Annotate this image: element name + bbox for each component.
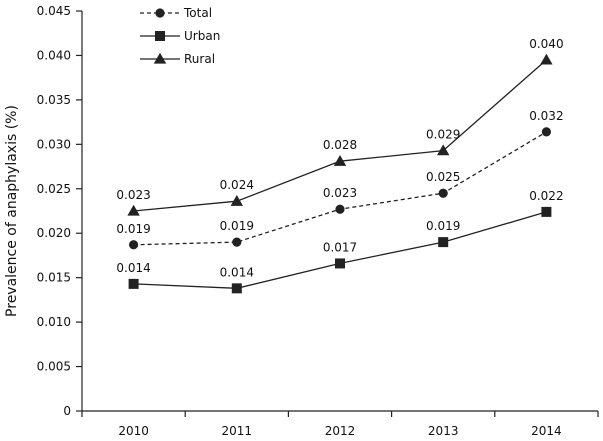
legend: Total Urban Rural: [140, 6, 220, 66]
y-tick-label: 0: [63, 404, 71, 418]
data-label-urban: 0.014: [116, 261, 150, 275]
data-label-total: 0.032: [529, 109, 563, 123]
marker-circle: [129, 240, 139, 250]
y-tick-label: 0.040: [37, 48, 71, 62]
data-label-urban: 0.014: [220, 265, 254, 279]
marker-triangle: [230, 195, 243, 206]
legend-item-rural: Rural: [140, 52, 215, 66]
marker-circle: [541, 127, 552, 137]
marker-triangle: [153, 52, 167, 64]
data-label-rural: 0.029: [426, 128, 460, 142]
marker-square: [541, 206, 552, 217]
data-labels: 0.019 0.019 0.023 0.025 0.032 0.014 0.014 0.017…: [116, 37, 563, 279]
marker-square: [335, 258, 345, 269]
x-tick-label: 2013: [428, 424, 459, 438]
marker-square: [128, 278, 139, 289]
legend-label-rural: Rural: [184, 52, 215, 66]
legend-item-urban: Urban: [140, 29, 220, 43]
y-axis-title: Prevalence of anaphylaxis (%): [4, 105, 20, 317]
data-label-rural: 0.028: [323, 138, 357, 152]
marker-circle: [438, 188, 448, 198]
data-label-total: 0.019: [116, 222, 150, 236]
series-layer: [127, 53, 553, 294]
x-tick-label: 2014: [531, 424, 562, 438]
data-label-urban: 0.017: [323, 240, 357, 254]
x-tick-label: 2010: [118, 424, 149, 438]
marker-triangle: [540, 53, 553, 65]
marker-circle: [335, 204, 345, 214]
marker-triangle: [437, 144, 450, 156]
marker-triangle: [127, 204, 140, 216]
data-label-urban: 0.022: [529, 189, 563, 203]
y-tick-label: 0.045: [37, 4, 71, 18]
data-label-urban: 0.019: [426, 219, 460, 233]
data-label-rural: 0.040: [529, 37, 563, 51]
x-tick-label: 2012: [325, 424, 356, 438]
series-urban: [128, 206, 552, 294]
marker-square: [438, 237, 449, 248]
data-label-rural: 0.023: [116, 188, 150, 202]
x-tick-label: 2011: [222, 424, 253, 438]
legend-item-total: Total: [140, 6, 212, 20]
data-label-total: 0.025: [426, 170, 460, 184]
series-rural: [127, 53, 553, 216]
y-tick-label: 0.005: [37, 360, 71, 374]
series-total: [129, 127, 552, 250]
marker-square: [231, 283, 242, 294]
legend-label-urban: Urban: [184, 29, 220, 43]
y-tick-label: 0.035: [37, 93, 71, 107]
y-tick-label: 0.010: [37, 315, 71, 329]
marker-square: [155, 31, 165, 41]
marker-triangle: [333, 155, 347, 166]
data-label-total: 0.023: [323, 186, 357, 200]
data-label-total: 0.019: [220, 219, 254, 233]
legend-label-total: Total: [183, 6, 212, 20]
y-tick-label: 0.025: [37, 182, 71, 196]
marker-circle: [155, 8, 165, 18]
axes: 0 0.005 0.010 0.015 0.020 0.025 0.030 0.035 0.04…: [37, 4, 599, 438]
y-tick-label: 0.015: [37, 271, 71, 285]
y-tick-label: 0.030: [37, 137, 71, 151]
y-tick-label: 0.020: [37, 226, 71, 240]
marker-circle: [232, 237, 242, 247]
data-label-rural: 0.024: [220, 178, 254, 192]
